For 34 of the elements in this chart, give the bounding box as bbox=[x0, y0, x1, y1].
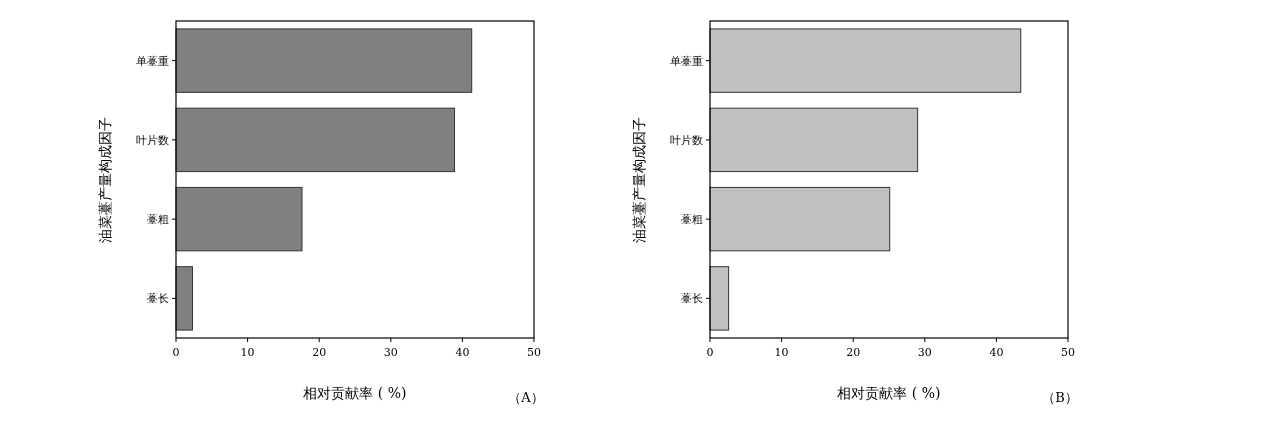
x-tick-label: 50 bbox=[1061, 346, 1075, 359]
y-tick-label: 单薹重 bbox=[670, 54, 703, 68]
bar bbox=[709, 266, 730, 331]
y-tick-label: 薹粗 bbox=[147, 213, 169, 227]
x-tick-label: 30 bbox=[917, 346, 932, 359]
x-axis-title: 相对贡献率 ( %) bbox=[837, 385, 941, 401]
y-tick-label: 薹粗 bbox=[681, 213, 703, 227]
y-tick-label: 薹长 bbox=[681, 292, 703, 306]
bar bbox=[175, 107, 456, 173]
x-tick-label: 40 bbox=[455, 346, 470, 359]
y-axis-title: 油菜薹产量构成因子 bbox=[631, 116, 647, 243]
x-tick-label: 20 bbox=[312, 346, 327, 359]
x-tick-label: 40 bbox=[989, 346, 1004, 359]
x-tick-label: 0 bbox=[706, 346, 714, 359]
y-tick-label: 单薹重 bbox=[136, 54, 169, 68]
x-tick-label: 20 bbox=[846, 346, 861, 359]
x-tick-label: 10 bbox=[240, 346, 255, 359]
bar bbox=[175, 186, 303, 252]
x-tick-label: 0 bbox=[172, 346, 180, 359]
bar bbox=[175, 266, 193, 331]
bar bbox=[175, 28, 473, 93]
y-tick-label: 叶片数 bbox=[670, 133, 703, 147]
text: （A） bbox=[508, 390, 544, 405]
x-axis-title: 相对贡献率 ( %) bbox=[303, 385, 407, 401]
y-axis-title: 油菜薹产量构成因子 bbox=[97, 116, 113, 243]
x-tick-label: 50 bbox=[527, 346, 541, 359]
y-tick-label: 薹长 bbox=[147, 292, 169, 306]
bar bbox=[709, 186, 891, 252]
bar bbox=[709, 107, 919, 173]
x-tick-label: 30 bbox=[383, 346, 398, 359]
y-tick-label: 叶片数 bbox=[136, 133, 169, 147]
bar bbox=[709, 28, 1022, 93]
x-tick-label: 10 bbox=[774, 346, 789, 359]
text: （B） bbox=[1042, 390, 1078, 405]
